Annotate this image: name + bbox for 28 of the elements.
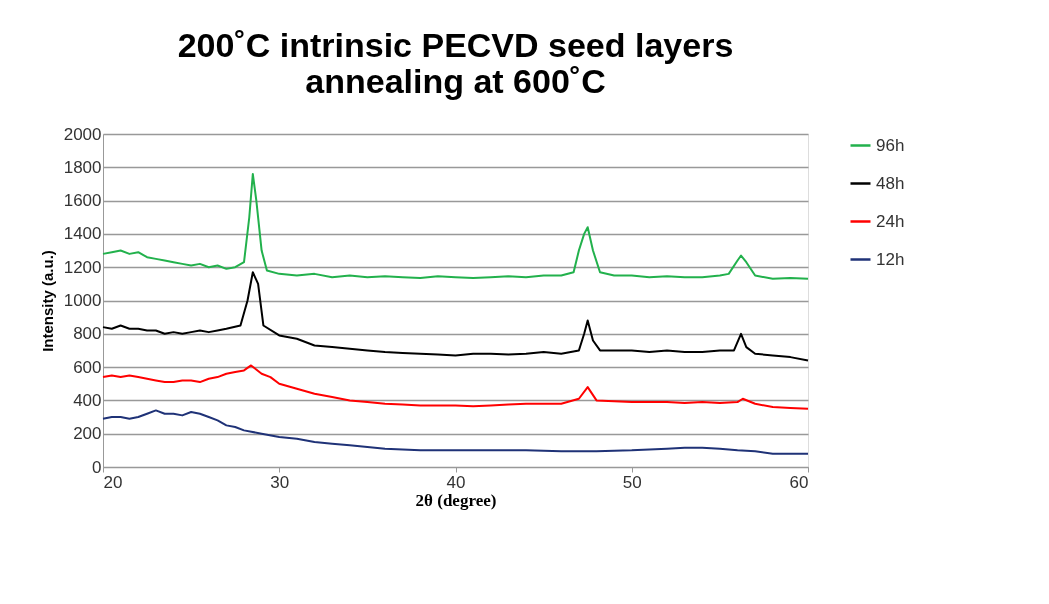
y-tick-label: 600 [73,357,102,377]
line-series [102,364,809,410]
y-tick-label: 1200 [63,257,102,277]
y-tick-label: 1800 [63,157,102,177]
y-tick-label: 200 [73,424,102,444]
text: annealing at 600˚C [305,62,606,100]
legend-label: 12h [876,249,905,269]
x-tick-label: 20 [103,472,123,492]
line-series [102,172,809,280]
line-series [102,409,809,455]
y-axis-title: Intensity (a.u.) [38,250,56,352]
x-tick-label: 60 [789,472,809,492]
x-tick-label: 30 [270,472,290,492]
x-tick-label: 50 [622,472,642,492]
x-axis-title: 2θ (degree) [415,490,497,510]
y-tick-label: 400 [73,390,102,410]
text: 200˚C intrinsic PECVD seed layers [177,26,734,64]
y-tick-label: 800 [73,324,102,344]
legend-label: 48h [876,173,905,193]
y-tick-label: 1000 [63,291,102,310]
y-tick-label: 2000 [63,124,102,144]
x-tick-label: 40 [446,472,466,492]
line-series [102,271,809,362]
legend-label: 24h [876,211,905,231]
y-tick-label: 1600 [63,191,102,211]
y-tick-label: 1400 [63,224,102,244]
y-tick-label: 0 [92,457,102,477]
legend-label: 96h [876,135,905,155]
